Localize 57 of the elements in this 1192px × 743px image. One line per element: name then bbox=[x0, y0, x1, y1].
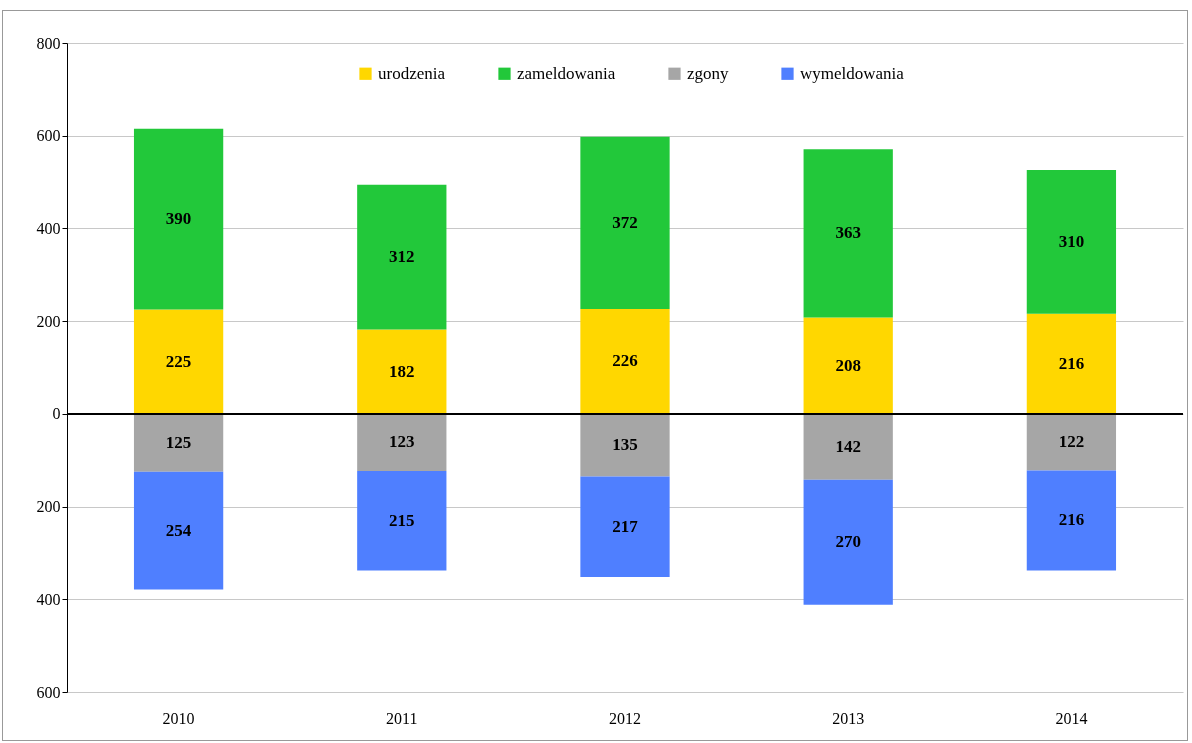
bar bbox=[803, 317, 893, 414]
y-tick-label: 600 bbox=[36, 683, 61, 701]
x-tick-label: 2014 bbox=[1055, 709, 1088, 727]
text: 216 bbox=[1058, 510, 1085, 530]
text: 208 bbox=[835, 355, 861, 375]
bar bbox=[1026, 313, 1117, 414]
bar bbox=[580, 413, 670, 477]
bar bbox=[580, 476, 670, 578]
text: 225 bbox=[165, 351, 192, 371]
text: 254 bbox=[165, 520, 192, 540]
y-tick-label: 200 bbox=[36, 498, 61, 516]
y-tick-label: 600 bbox=[36, 127, 61, 145]
text: 372 bbox=[612, 212, 638, 232]
x-tick-label: 2012 bbox=[609, 709, 641, 727]
text: 226 bbox=[612, 351, 638, 371]
bar bbox=[133, 471, 224, 590]
bar bbox=[357, 184, 447, 330]
text: 270 bbox=[835, 532, 861, 552]
text: 312 bbox=[389, 247, 415, 267]
legend-label: urodzenia bbox=[378, 63, 446, 83]
y-tick-label: 800 bbox=[36, 34, 61, 52]
bar bbox=[803, 413, 893, 480]
bar bbox=[357, 413, 447, 471]
bar bbox=[1026, 413, 1117, 471]
text: 216 bbox=[1058, 353, 1085, 373]
legend-label: zgony bbox=[687, 63, 730, 83]
text: 122 bbox=[1058, 432, 1085, 452]
x-tick-label: 2011 bbox=[386, 709, 418, 727]
y-tick-label: 400 bbox=[36, 590, 61, 608]
x-tick-label: 2010 bbox=[162, 709, 195, 727]
text: 215 bbox=[389, 510, 415, 530]
bar bbox=[803, 149, 893, 318]
legend-label: zameldowania bbox=[517, 63, 616, 83]
bar bbox=[803, 479, 893, 605]
y-tick-label: 0 bbox=[52, 405, 61, 423]
bar bbox=[133, 128, 224, 310]
text: 363 bbox=[835, 223, 861, 243]
bar bbox=[133, 309, 224, 414]
bar bbox=[580, 136, 670, 310]
bar bbox=[357, 329, 447, 414]
legend-label: wymeldowania bbox=[800, 63, 905, 83]
text: 390 bbox=[165, 209, 192, 229]
y-tick-label: 400 bbox=[36, 219, 61, 237]
text: 217 bbox=[612, 516, 638, 536]
bar bbox=[357, 470, 447, 571]
x-tick-label: 2013 bbox=[832, 709, 865, 727]
bar bbox=[1026, 470, 1117, 571]
bar bbox=[133, 413, 224, 472]
text: 123 bbox=[389, 432, 415, 452]
y-tick-label: 200 bbox=[36, 312, 61, 330]
text: 182 bbox=[389, 361, 415, 381]
text: 142 bbox=[835, 436, 861, 456]
bar bbox=[1026, 170, 1117, 314]
text: 135 bbox=[612, 435, 638, 455]
text: 125 bbox=[165, 432, 192, 452]
bar bbox=[580, 309, 670, 414]
text: 310 bbox=[1058, 231, 1085, 251]
